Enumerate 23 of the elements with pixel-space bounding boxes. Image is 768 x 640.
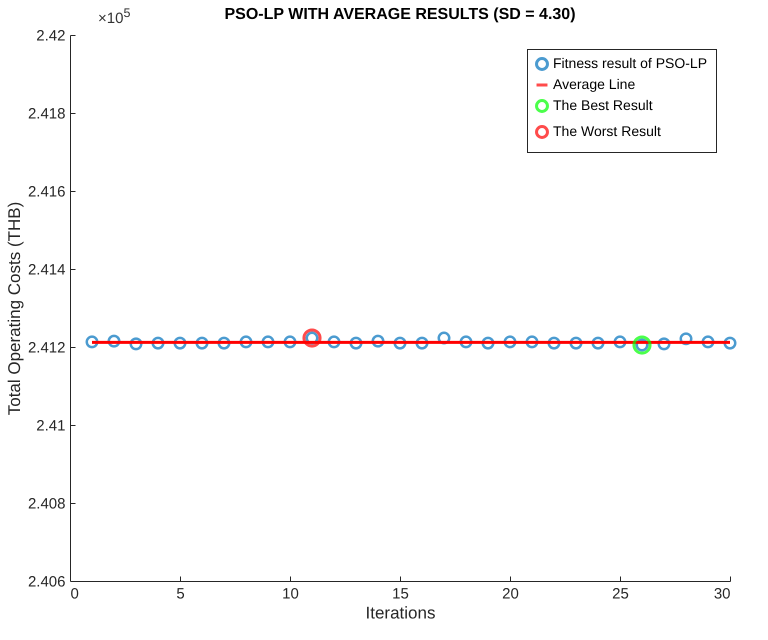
text: ×10$^{5}$ xyxy=(98,6,130,27)
y-axis-title: Total Operating Costs (THB) xyxy=(4,202,24,416)
x-tick-label: 25 xyxy=(612,586,629,602)
x-tick-label: 20 xyxy=(502,586,519,602)
x-axis-title: Iterations xyxy=(366,604,436,622)
y-tick-label: 2.406 xyxy=(28,574,66,590)
legend-label: Fitness result of PSO-LP xyxy=(553,55,708,71)
y-tick-label: 2.418 xyxy=(28,106,66,122)
y-tick-label: 2.42 xyxy=(36,28,66,44)
legend-label: The Best Result xyxy=(553,97,653,113)
y-tick-label: 2.414 xyxy=(28,262,66,278)
y-tick-label: 2.416 xyxy=(28,184,66,200)
y-tick-label: 2.41 xyxy=(36,418,66,434)
legend-label: Average Line xyxy=(553,76,636,92)
y-tick-label: 2.412 xyxy=(28,340,66,356)
legend-label: The Worst Result xyxy=(553,123,661,139)
x-tick-label: 5 xyxy=(176,586,185,602)
x-tick-label: 30 xyxy=(714,586,730,602)
x-tick-label: 0 xyxy=(70,586,79,602)
y-tick-label: 2.408 xyxy=(28,496,66,512)
x-tick-label: 15 xyxy=(392,586,409,602)
x-tick-label: 10 xyxy=(282,586,299,602)
chart-title: PSO-LP WITH AVERAGE RESULTS (SD = 4.30) xyxy=(224,6,576,23)
